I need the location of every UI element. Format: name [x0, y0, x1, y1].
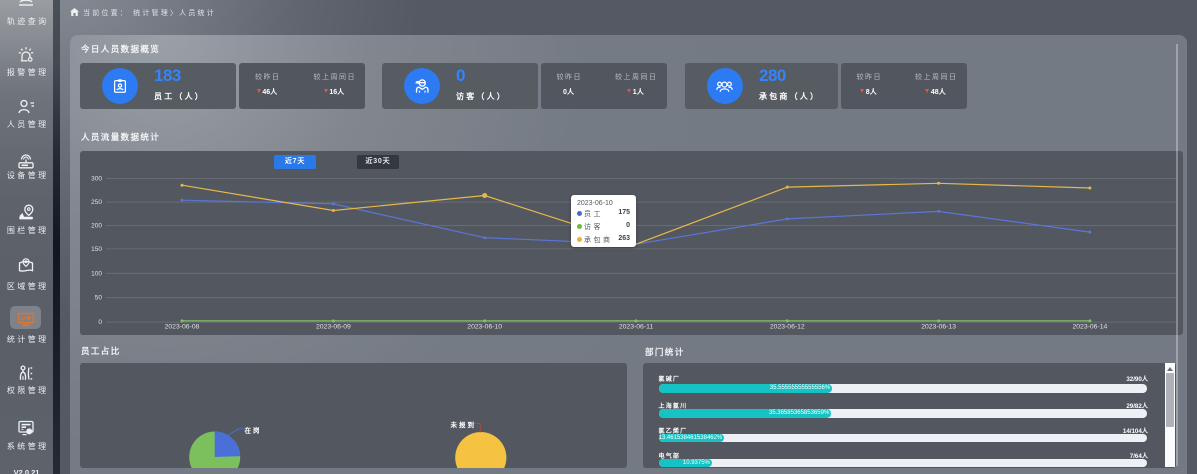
svg-text:未报到: 未报到 [450, 420, 476, 429]
svg-text:2023-06-10: 2023-06-10 [467, 323, 502, 330]
svg-text:100: 100 [91, 270, 102, 277]
svg-text:150: 150 [91, 245, 102, 252]
svg-text:2023-06-14: 2023-06-14 [1073, 323, 1108, 330]
svg-text:2023-06-13: 2023-06-13 [921, 323, 956, 330]
svg-text:2023-06-12: 2023-06-12 [770, 323, 805, 330]
svg-text:在岗: 在岗 [244, 426, 261, 435]
svg-text:0: 0 [98, 319, 102, 326]
svg-text:200: 200 [91, 222, 102, 229]
svg-text:50: 50 [95, 294, 103, 301]
svg-text:300: 300 [91, 175, 102, 182]
svg-text:2023-06-09: 2023-06-09 [316, 323, 351, 330]
svg-text:2023-06-11: 2023-06-11 [619, 323, 653, 330]
svg-text:250: 250 [91, 199, 102, 206]
svg-text:2023-06-08: 2023-06-08 [165, 323, 200, 330]
